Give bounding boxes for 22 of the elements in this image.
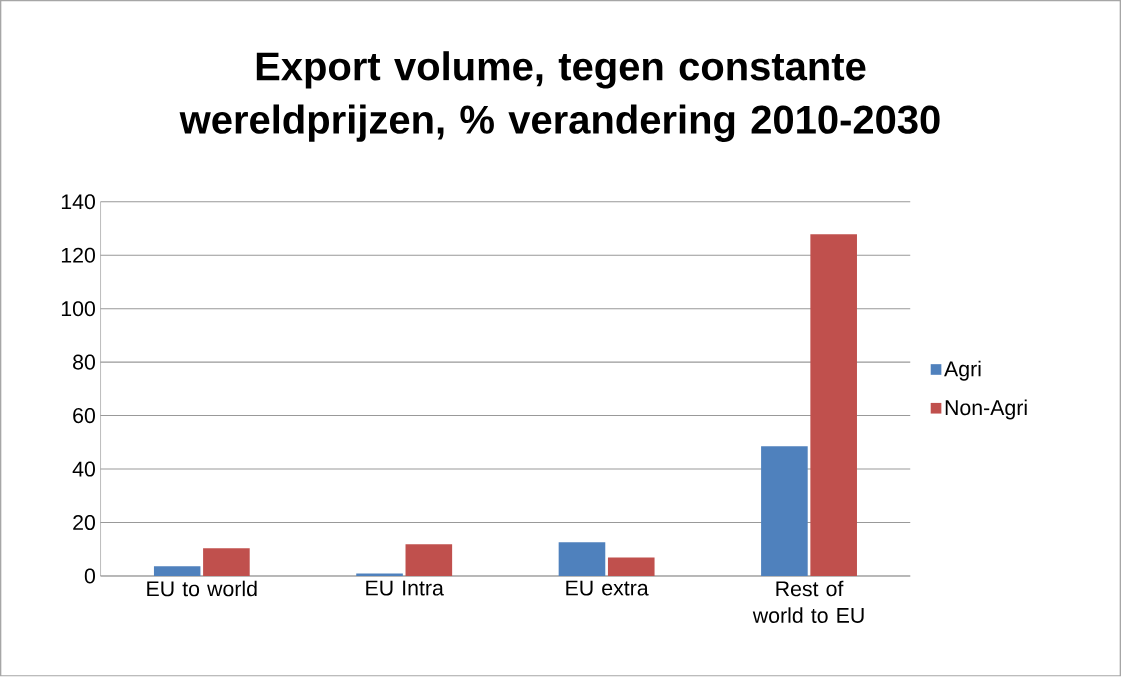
y-tick-label: 120 [61,247,95,263]
y-tick-label: 100 [61,301,95,317]
bar [203,548,250,577]
y-tick-label: 0 [84,568,95,584]
x-tick-label: Rest of world to EU [752,580,864,624]
bar [761,446,808,577]
legend-label: Agri [944,361,981,381]
y-tick-label: 40 [72,461,95,477]
x-tick-label: EU extra [566,580,649,596]
bar [810,234,857,577]
y-tick-label: 20 [73,515,95,531]
bar [153,566,201,577]
chart-title: Export volume, tegen constante wereldprijzen, % verandering 2010-2030 [179,51,940,143]
y-tick-label: 140 [61,194,95,210]
legend-label: Non-Agri [945,399,1027,420]
bar [405,544,453,577]
x-tick-label: EU to world [147,580,257,597]
y-tick-label: 60 [73,408,95,424]
bar [558,542,606,577]
x-tick-label: EU Intra [366,580,444,596]
y-tick-label: 80 [73,354,95,370]
bar [607,557,655,577]
